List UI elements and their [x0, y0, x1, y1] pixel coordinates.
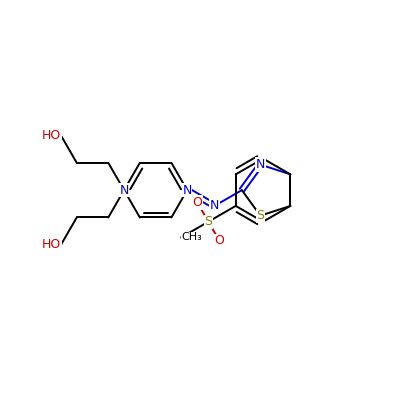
- Text: N: N: [256, 158, 265, 171]
- Text: N: N: [210, 200, 219, 212]
- Text: S: S: [256, 209, 264, 222]
- Text: CH₃: CH₃: [181, 232, 202, 242]
- Text: HO: HO: [42, 129, 61, 142]
- Text: O: O: [192, 196, 202, 209]
- Text: N: N: [182, 184, 192, 197]
- Text: HO: HO: [42, 238, 61, 251]
- Text: N: N: [119, 184, 129, 197]
- Text: O: O: [214, 234, 224, 247]
- Text: S: S: [204, 215, 212, 228]
